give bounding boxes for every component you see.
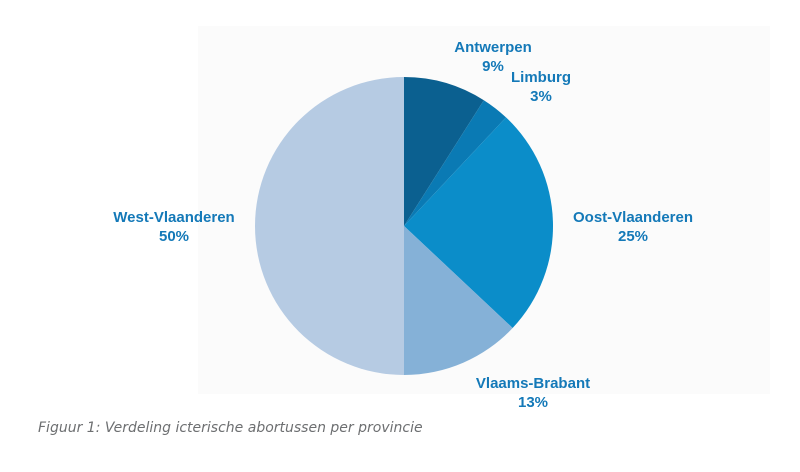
slice-label-antwerpen: Antwerpen: [454, 39, 532, 56]
pie-slice-vlaams-brabant: [404, 226, 513, 375]
figure-caption: Figuur 1: Verdeling icterische abortusse…: [38, 420, 423, 436]
slice-value-antwerpen: 9%: [482, 58, 504, 75]
slice-value-vlaams-brabant: 13%: [518, 394, 548, 411]
slice-label-vlaams-brabant: Vlaams-Brabant: [476, 375, 590, 392]
slice-label-west-vlaanderen: West-Vlaanderen: [113, 209, 234, 226]
slice-value-oost-vlaanderen: 25%: [618, 228, 648, 245]
pie-slice-west-vlaanderen: [255, 77, 404, 375]
slice-label-limburg: Limburg: [511, 69, 571, 86]
pie-slice-oost-vlaanderen: [404, 117, 554, 328]
pie-slice-limburg: [404, 100, 506, 226]
slice-label-oost-vlaanderen: Oost-Vlaanderen: [573, 209, 693, 226]
pie-slice-antwerpen: [404, 77, 484, 226]
slice-value-west-vlaanderen: 50%: [159, 228, 189, 245]
slice-value-limburg: 3%: [530, 88, 552, 105]
